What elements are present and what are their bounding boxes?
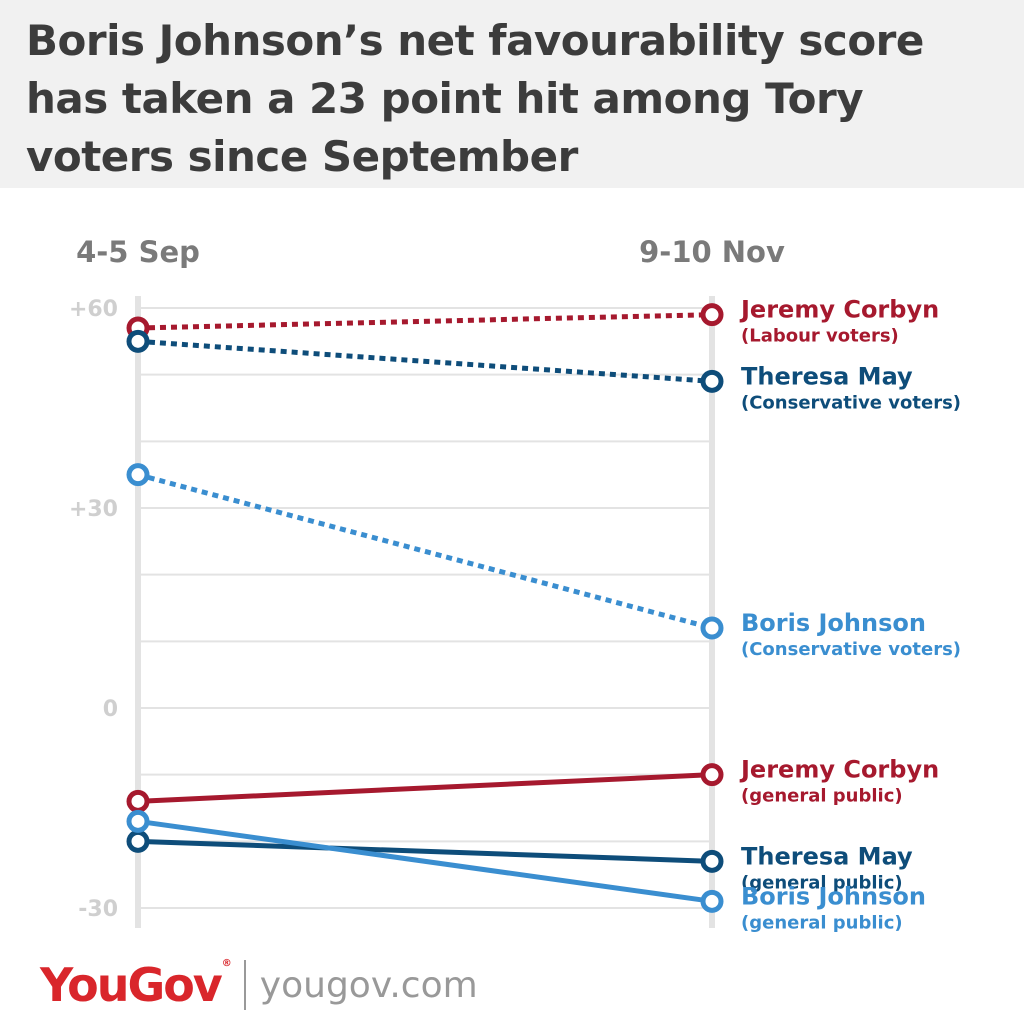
logo-text: YouGov — [40, 958, 223, 1012]
data-point — [700, 303, 724, 327]
series-label: Jeremy Corbyn — [739, 756, 939, 784]
data-point — [126, 789, 150, 813]
data-point — [700, 763, 724, 787]
series-group-label: (Conservative voters) — [741, 392, 961, 413]
y-tick-label: +60 — [69, 297, 118, 322]
x-category-label: 4-5 Sep — [76, 235, 200, 269]
footer-divider — [243, 960, 246, 1010]
series-group-label: (Labour voters) — [741, 326, 899, 347]
data-point — [700, 889, 724, 913]
series-group-label: (Conservative voters) — [741, 639, 961, 660]
y-tick-label: -30 — [78, 897, 118, 922]
series-line — [137, 472, 713, 631]
data-point — [126, 829, 150, 853]
y-tick-label: +30 — [69, 497, 118, 522]
series-group-label: (general public) — [741, 786, 903, 807]
series-group-label: (general public) — [741, 912, 903, 933]
series-line — [137, 772, 713, 804]
footer: YouGov® yougov.com — [40, 955, 478, 1015]
series-line — [137, 838, 713, 864]
data-point — [126, 809, 150, 833]
data-point — [700, 369, 724, 393]
site-url[interactable]: yougov.com — [259, 964, 478, 1006]
series-line — [137, 338, 713, 384]
chart-title: Boris Johnson’s net favourability score … — [26, 16, 924, 181]
title-banner: Boris Johnson’s net favourability score … — [0, 0, 1024, 188]
series-label: Theresa May — [741, 842, 913, 870]
series-label: Theresa May — [741, 362, 913, 390]
y-tick-label: 0 — [103, 697, 118, 722]
series-label: Jeremy Corbyn — [739, 296, 939, 324]
series-line — [137, 312, 713, 331]
yougov-logo: YouGov® — [40, 958, 232, 1012]
series-label: Boris Johnson — [741, 609, 926, 637]
x-category-label: 9-10 Nov — [639, 235, 785, 269]
registered-mark: ® — [221, 958, 232, 969]
series-group-label: (general public) — [741, 872, 903, 893]
data-point — [126, 463, 150, 487]
series-line — [137, 818, 713, 904]
data-point — [700, 616, 724, 640]
series-label: Boris Johnson — [741, 882, 926, 910]
data-point — [700, 849, 724, 873]
data-point — [126, 329, 150, 353]
